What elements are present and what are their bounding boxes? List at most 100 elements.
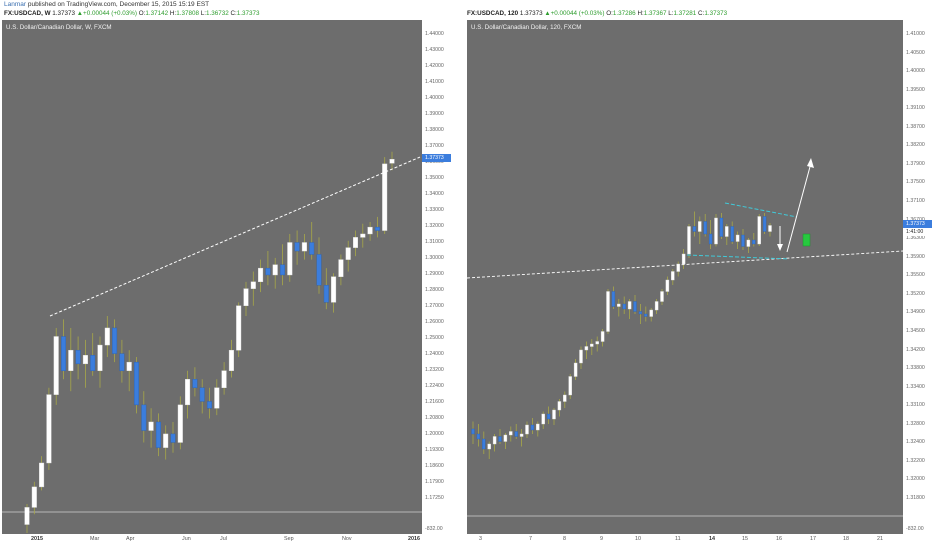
right-current-price-tag: 1.37373 [903, 219, 932, 228]
bear-candle [265, 267, 271, 276]
left-price-axis[interactable]: 1.44000 1.43000 1.42000 1.41000 1.40000 1.390… [422, 20, 461, 534]
left-price-tick: 1.30000 [425, 255, 444, 261]
bull-candle [687, 226, 691, 255]
bull-candle [250, 281, 256, 289]
right-symbol[interactable]: FX:USDCAD, 120 [467, 10, 519, 17]
right-time-tick: 7 [529, 536, 532, 542]
bear-candle [498, 436, 502, 442]
left-price-tick: 1.43000 [425, 47, 444, 53]
bull-candle [714, 217, 718, 245]
bull-candle [301, 242, 307, 252]
left-price-tick: -832.00 [425, 526, 443, 532]
left-price-tick: 1.20000 [425, 431, 444, 437]
bull-candle [382, 163, 388, 231]
bull-candle [492, 436, 497, 445]
bear-candle [133, 361, 139, 406]
panel-separator[interactable] [463, 0, 465, 550]
bull-candle [163, 433, 169, 448]
bull-candle [82, 355, 88, 365]
left-price-tick: 1.40000 [425, 95, 444, 101]
bear-candle [280, 264, 286, 276]
right-price-tick: 1.41000 [906, 31, 925, 37]
right-time-tick: 8 [563, 536, 566, 542]
support-line [467, 250, 903, 279]
right-bar-countdown: 1:41:00 [903, 227, 932, 236]
bear-candle [471, 428, 475, 435]
publisher-author[interactable]: Lanmar [4, 1, 27, 8]
bear-candle [762, 216, 767, 232]
bull-candle [600, 331, 605, 342]
right-time-axis[interactable]: 3 7 8 9 10 11 14 15 16 17 18 21 [467, 534, 903, 548]
bull-candle [258, 267, 264, 283]
bull-candle [243, 288, 249, 306]
left-price-tick: 1.20800 [425, 415, 444, 421]
left-close: 1.37373 [236, 10, 260, 17]
left-time-tick: 2016 [408, 536, 420, 542]
left-plot-area[interactable]: U.S. Dollar/Canadian Dollar, W, FXCM [2, 20, 422, 534]
right-price-tick: 1.33400 [906, 383, 925, 390]
bull-candle [552, 409, 556, 420]
left-price-tick: 1.19300 [425, 447, 444, 453]
right-time-tick: 14 [709, 536, 715, 542]
left-price-tick: 1.35000 [425, 175, 444, 181]
bear-candle [482, 438, 486, 450]
bull-candle [221, 370, 227, 388]
left-symbol[interactable]: FX:USDCAD, W [4, 10, 51, 17]
bull-candle [24, 507, 30, 525]
bear-candle [61, 336, 67, 371]
bull-candle [681, 253, 686, 265]
bull-candle [126, 361, 132, 371]
left-c-label: C: [230, 10, 237, 17]
bear-candle [476, 433, 481, 440]
right-time-tick: 10 [635, 536, 641, 542]
bear-candle [90, 355, 96, 371]
left-price-tick: 1.22400 [425, 383, 444, 389]
bull-candle [563, 394, 567, 402]
bull-candle [177, 404, 183, 443]
right-time-tick: 11 [675, 536, 681, 542]
left-price-tick: 1.41000 [425, 79, 444, 85]
right-price-tick: -832.00 [906, 526, 924, 532]
right-open: 1.37286 [612, 10, 636, 17]
right-price-tick: 1.37100 [906, 198, 925, 205]
left-price-tick: 1.38000 [425, 127, 444, 133]
left-high: 1.37808 [176, 10, 199, 17]
left-price-tick: 1.27000 [425, 303, 444, 309]
bull-candle [345, 247, 351, 260]
bull-candle [536, 423, 540, 431]
bull-candle [595, 341, 599, 345]
projection-arrow-line [786, 162, 812, 253]
left-price-tick: 1.37000 [425, 143, 444, 149]
right-time-tick: 21 [877, 536, 883, 542]
right-time-tick: 9 [600, 536, 603, 542]
left-time-tick: Apr [126, 536, 135, 542]
right-c-label: C: [698, 10, 705, 17]
bear-candle [703, 221, 707, 235]
right-time-tick: 3 [479, 536, 482, 542]
bull-candle [331, 276, 337, 303]
left-time-axis[interactable]: 2015 Mar Apr Jun Jul Sep Nov 2016 [2, 534, 422, 548]
right-price-axis[interactable]: 1.41000 1.40500 1.40000 1.39500 1.39100 1.387… [903, 20, 932, 534]
right-plot-area[interactable]: U.S. Dollar/Canadian Dollar, 120, FXCM [467, 20, 903, 534]
bear-candle [170, 433, 176, 443]
right-price-tick: 1.34500 [906, 327, 925, 334]
bull-candle [353, 237, 359, 248]
bull-candle [627, 301, 632, 310]
right-chart-title: U.S. Dollar/Canadian Dollar, 120, FXCM [471, 24, 582, 31]
right-price-tick: 1.35200 [906, 290, 925, 297]
bear-candle [155, 421, 161, 448]
right-price-tick: 1.35500 [906, 272, 925, 279]
right-price-tick: 1.38200 [906, 142, 925, 149]
bull-candle [519, 433, 524, 437]
right-candles-svg[interactable] [467, 20, 903, 534]
bear-candle [112, 327, 118, 354]
left-candles-svg[interactable] [2, 20, 422, 534]
right-price-tick: 1.35900 [906, 253, 925, 260]
bear-candle [206, 401, 212, 409]
left-price-tick: 1.25000 [425, 335, 444, 341]
bull-candle [389, 159, 395, 164]
bull-candle [671, 271, 675, 281]
bull-candle [768, 225, 772, 232]
bear-candle [514, 431, 518, 437]
right-price-tick: 1.40000 [906, 68, 925, 75]
